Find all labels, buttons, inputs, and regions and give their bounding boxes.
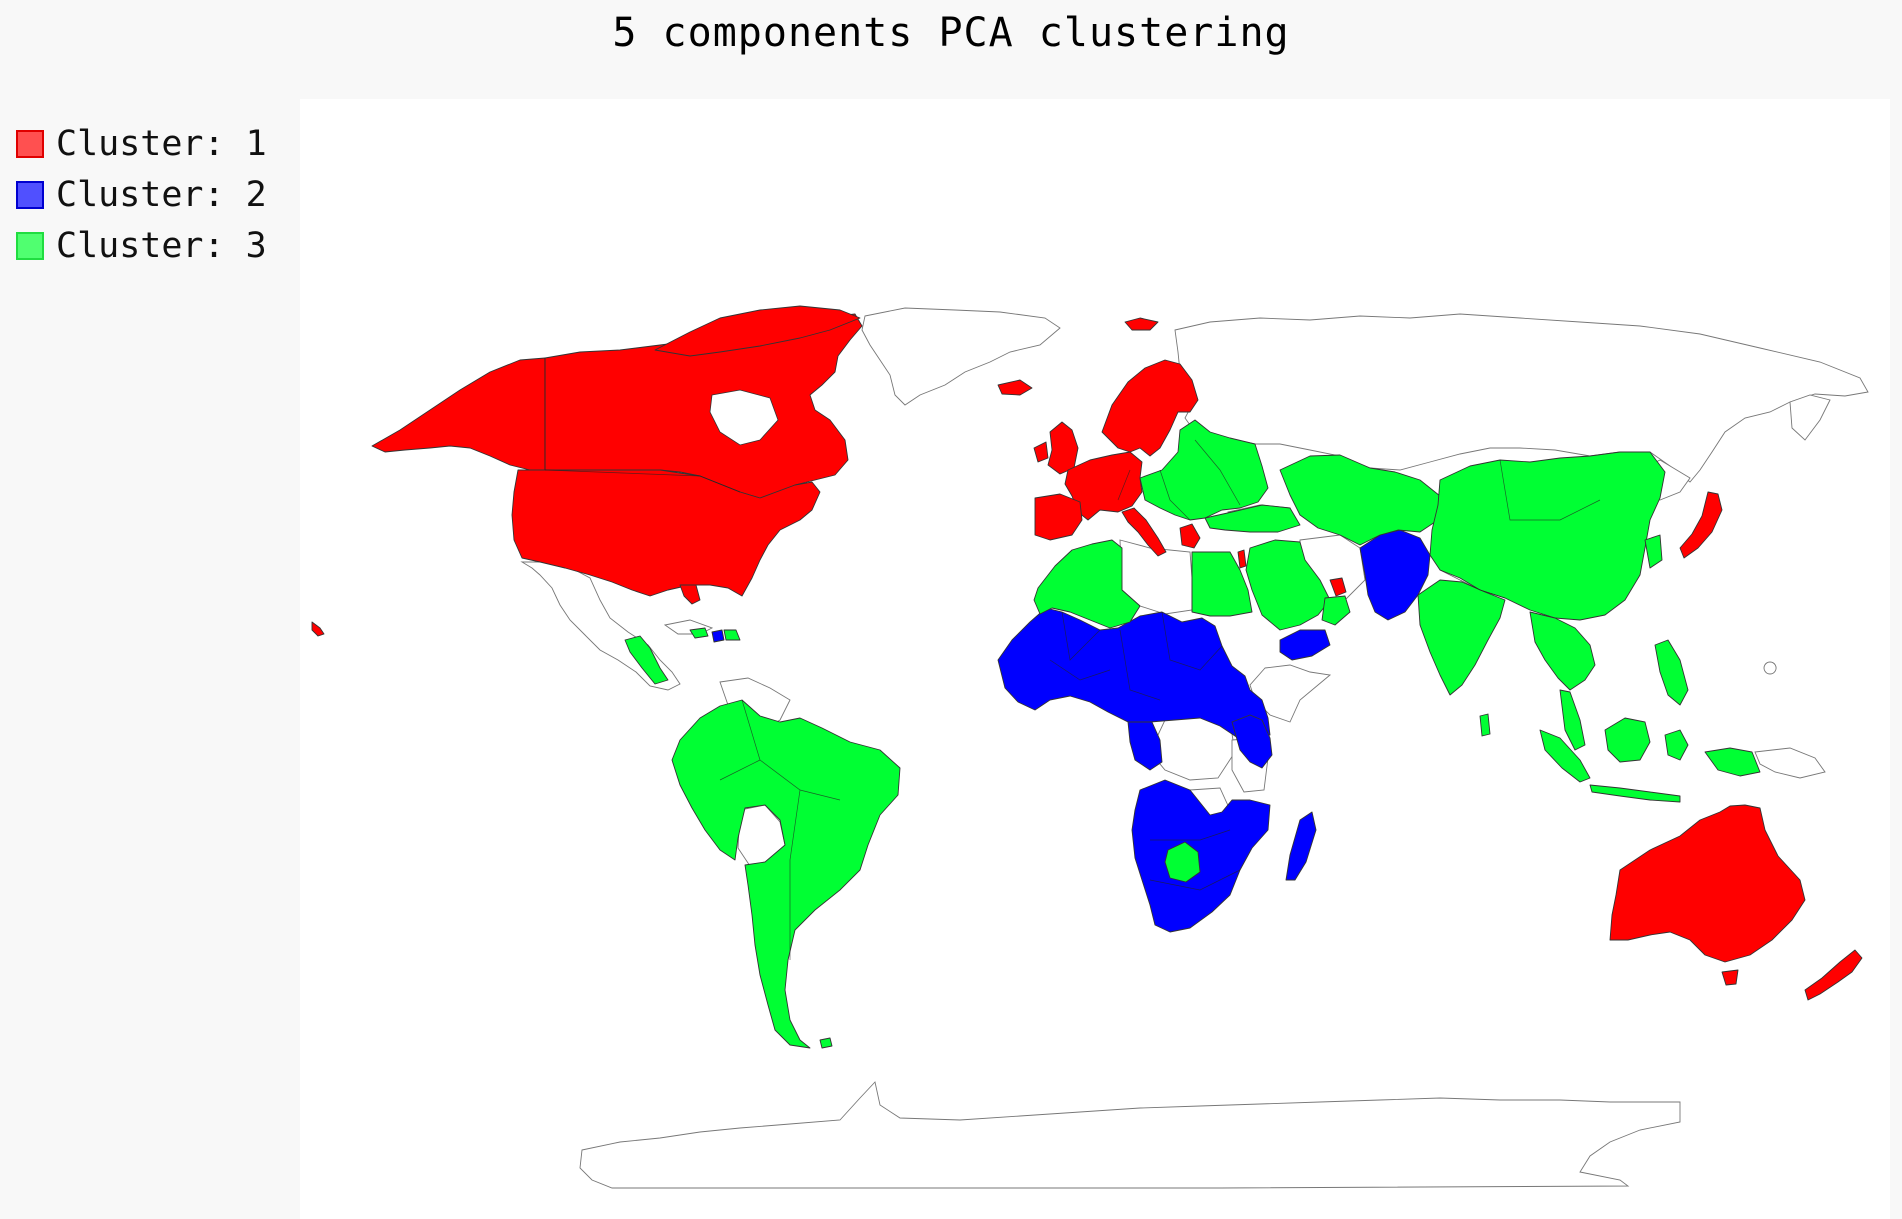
region-central-america[interactable]	[624, 635, 669, 685]
legend-item-cluster-3[interactable]: Cluster: 3	[16, 220, 286, 271]
region-botswana[interactable]	[1164, 841, 1201, 883]
region-new-guinea[interactable]	[1704, 747, 1761, 777]
region-iceland[interactable]	[997, 379, 1033, 396]
region-arctic-islands[interactable]	[654, 305, 861, 357]
region-papua[interactable]	[1754, 747, 1826, 779]
region-svalbard[interactable]	[1124, 317, 1159, 331]
region-falkland[interactable]	[819, 1037, 833, 1049]
legend-swatch-cluster-3	[16, 231, 44, 260]
region-indonesia[interactable]	[1539, 729, 1591, 783]
legend-item-cluster-2[interactable]: Cluster: 2	[16, 169, 286, 220]
border-west-africa	[1049, 611, 1223, 701]
legend-swatch-cluster-1	[16, 129, 44, 158]
border-southern-africa	[1149, 829, 1241, 891]
region-south-america[interactable]	[671, 699, 901, 1049]
legend-label: Cluster: 2	[56, 174, 267, 215]
world-map[interactable]	[300, 99, 1890, 1219]
legend-item-cluster-1[interactable]: Cluster: 1	[16, 118, 286, 169]
chart-title: 5 components PCA clustering	[612, 10, 1290, 56]
region-malaysia[interactable]	[1559, 689, 1586, 751]
region-hawaii[interactable]	[311, 621, 325, 637]
region-tasmania[interactable]	[1721, 969, 1739, 986]
region-sulawesi[interactable]	[1664, 729, 1689, 761]
region-japan[interactable]	[1679, 491, 1723, 559]
legend-swatch-cluster-2	[16, 180, 44, 209]
region-iberia[interactable]	[1034, 493, 1083, 541]
region-alaska[interactable]	[371, 357, 546, 476]
region-australia[interactable]	[1609, 804, 1806, 963]
region-north-africa[interactable]	[1033, 539, 1141, 629]
region-southeast-asia[interactable]	[1529, 611, 1596, 691]
region-antarctica[interactable]	[579, 1081, 1681, 1189]
region-oman[interactable]	[1321, 595, 1351, 626]
legend: Cluster: 1 Cluster: 2 Cluster: 3	[16, 118, 286, 271]
region-uk[interactable]	[1047, 421, 1079, 475]
region-cuba-green[interactable]	[689, 627, 709, 639]
region-dominican[interactable]	[723, 629, 741, 641]
region-israel[interactable]	[1237, 549, 1247, 569]
region-new-zealand[interactable]	[1804, 949, 1863, 1001]
region-uae[interactable]	[1329, 577, 1347, 597]
region-haiti[interactable]	[711, 629, 725, 643]
region-anatolia[interactable]	[1204, 504, 1301, 533]
border-china-india	[1439, 459, 1601, 599]
region-eastern-europe[interactable]	[1139, 419, 1269, 521]
region-italy[interactable]	[1121, 507, 1167, 557]
region-small-island[interactable]	[1763, 661, 1777, 675]
region-borneo[interactable]	[1604, 717, 1651, 763]
region-india[interactable]	[1417, 579, 1506, 696]
region-ireland[interactable]	[1033, 441, 1049, 463]
region-greece[interactable]	[1179, 523, 1201, 549]
border-us-canada	[544, 469, 741, 493]
region-saudi-arabia[interactable]	[1245, 539, 1331, 631]
region-west-africa[interactable]	[997, 607, 1271, 739]
region-florida[interactable]	[679, 584, 701, 605]
region-java[interactable]	[1589, 784, 1681, 803]
region-madagascar[interactable]	[1285, 811, 1317, 881]
map-panel	[300, 99, 1890, 1219]
region-yemen[interactable]	[1279, 629, 1331, 661]
region-congo[interactable]	[1127, 721, 1163, 771]
border-south-america	[719, 699, 841, 960]
region-central-asia[interactable]	[1279, 454, 1441, 546]
region-scandinavia[interactable]	[1101, 359, 1199, 457]
region-philippines[interactable]	[1654, 639, 1689, 706]
region-egypt[interactable]	[1191, 551, 1253, 617]
region-southern-africa[interactable]	[1131, 779, 1271, 933]
region-kamchatka[interactable]	[1789, 394, 1831, 441]
legend-label: Cluster: 3	[56, 225, 267, 266]
border-europe	[1117, 439, 1241, 521]
legend-label: Cluster: 1	[56, 123, 267, 164]
region-sri-lanka[interactable]	[1479, 713, 1491, 737]
region-korea[interactable]	[1644, 534, 1663, 569]
region-greenland[interactable]	[861, 307, 1061, 406]
region-east-africa-blue[interactable]	[1231, 714, 1273, 769]
region-russia[interactable]	[1174, 313, 1869, 483]
